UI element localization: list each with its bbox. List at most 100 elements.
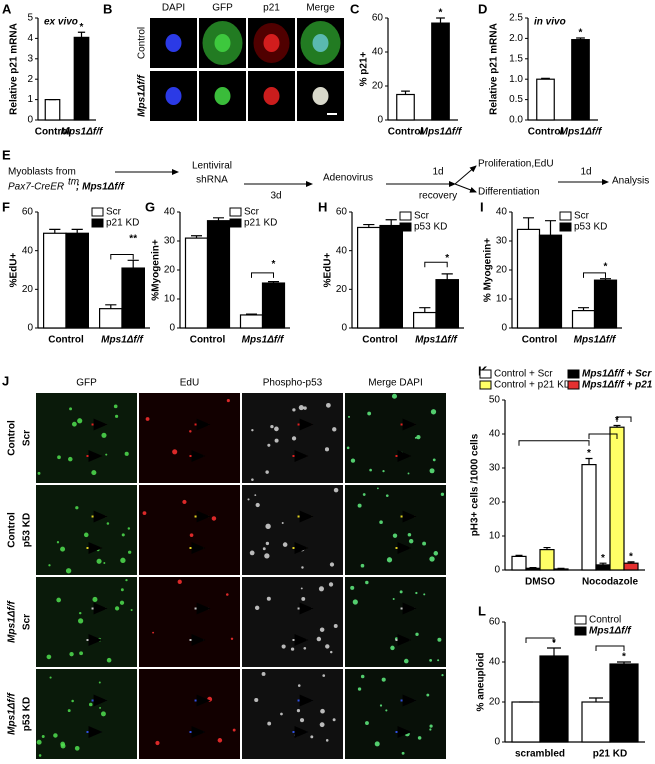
panel-label: J: [2, 373, 9, 388]
cell: [211, 516, 217, 521]
bar: [261, 282, 286, 329]
legend-label: Scr: [106, 207, 122, 218]
y-axis-label: %EdU+: [323, 252, 334, 287]
cell: [290, 647, 295, 651]
legend-swatch: [559, 222, 572, 232]
error-bar: [541, 77, 550, 80]
cell: [365, 580, 369, 585]
error-bar: [617, 661, 631, 664]
cell: [265, 541, 270, 546]
cell: [57, 455, 61, 460]
y-tick-label: 60: [22, 207, 34, 218]
y-tick-label: 0: [494, 565, 500, 576]
cell: [437, 637, 442, 642]
y-tick-label: 0: [377, 115, 383, 126]
cell: [299, 718, 305, 723]
x-tick-label: Mps1Δf/f: [61, 127, 104, 138]
cell: [68, 456, 73, 462]
y-tick-label: 0: [27, 323, 33, 334]
cell: [440, 492, 445, 496]
note: in vivo: [534, 17, 566, 28]
y-tick-label: 20: [336, 284, 348, 295]
cell: [360, 563, 365, 568]
cell: [91, 470, 97, 476]
error-bar: [589, 697, 603, 702]
cell: [71, 421, 77, 427]
y-tick-label: 0.0: [509, 115, 523, 126]
cell: [125, 578, 128, 582]
step-text: shRNA: [196, 175, 228, 186]
source-text: Myoblasts from: [8, 167, 76, 178]
y-tick-label: 20: [372, 81, 384, 92]
cell: [319, 722, 325, 728]
cell: [254, 697, 259, 703]
cell: [362, 493, 366, 496]
cell: [382, 470, 385, 473]
cell: [103, 562, 106, 564]
cell: [274, 438, 279, 443]
bracket: [616, 416, 632, 422]
nucleus: [165, 34, 182, 52]
cell: [291, 436, 297, 441]
branch-text: Proliferation,EdU: [478, 159, 554, 170]
x-tick-label: Control: [48, 335, 84, 346]
error-bar: [523, 217, 534, 230]
cell: [416, 434, 421, 440]
cell: [99, 706, 102, 709]
x-tick-label: scrambled: [515, 749, 565, 760]
bar: [121, 267, 145, 329]
error-bar: [127, 259, 139, 269]
bar: [539, 655, 569, 743]
bar: [581, 701, 611, 743]
cell: [270, 424, 274, 429]
micrograph: [139, 393, 240, 483]
x-tick-label: Control: [528, 127, 564, 138]
wait-text: 1d: [432, 167, 443, 178]
cell: [249, 550, 255, 556]
y-tick-label: 40: [372, 47, 384, 58]
y-tick-label: 40: [336, 245, 348, 256]
panel-label: E: [2, 147, 11, 162]
cell: [267, 721, 272, 726]
x-tick-label: Control: [522, 335, 558, 346]
cell: [96, 558, 102, 564]
y-tick-label: 60: [372, 13, 384, 24]
y-tick-label: 0: [27, 115, 33, 126]
scale-bar: [327, 113, 337, 115]
x-tick-label: Nocodazole: [582, 577, 639, 588]
cell: [88, 702, 93, 707]
cell: [407, 532, 412, 537]
panel-label: C: [350, 1, 360, 16]
cell: [357, 503, 362, 508]
cell: [325, 644, 330, 649]
arrow: [454, 165, 477, 185]
cell: [379, 520, 383, 524]
row-label: p53 KD: [22, 513, 33, 547]
cell: [400, 451, 404, 455]
legend-swatch: [229, 218, 242, 228]
legend-label: p21 KD: [244, 218, 277, 229]
cell: [369, 468, 372, 472]
cell: [46, 654, 52, 660]
legend-label: Control + Scr: [494, 369, 553, 380]
cell: [69, 651, 74, 657]
bracket: [595, 645, 625, 651]
bar: [593, 279, 618, 329]
cell: [347, 415, 351, 418]
bracket: [251, 272, 274, 278]
x-tick-label: DMSO: [525, 577, 555, 588]
cell: [100, 711, 106, 717]
cell: [41, 735, 45, 738]
cell: [247, 498, 250, 501]
row-label: Control: [7, 420, 18, 456]
error-bar: [599, 562, 607, 565]
y-axis-label: % p21+: [359, 51, 370, 86]
bracket: [424, 261, 448, 268]
y-tick-label: 20: [496, 265, 508, 276]
bar: [538, 234, 563, 329]
cell: [113, 404, 118, 409]
cell: [177, 579, 182, 584]
bar: [184, 237, 209, 329]
x-tick-label: p21 KD: [593, 749, 627, 760]
